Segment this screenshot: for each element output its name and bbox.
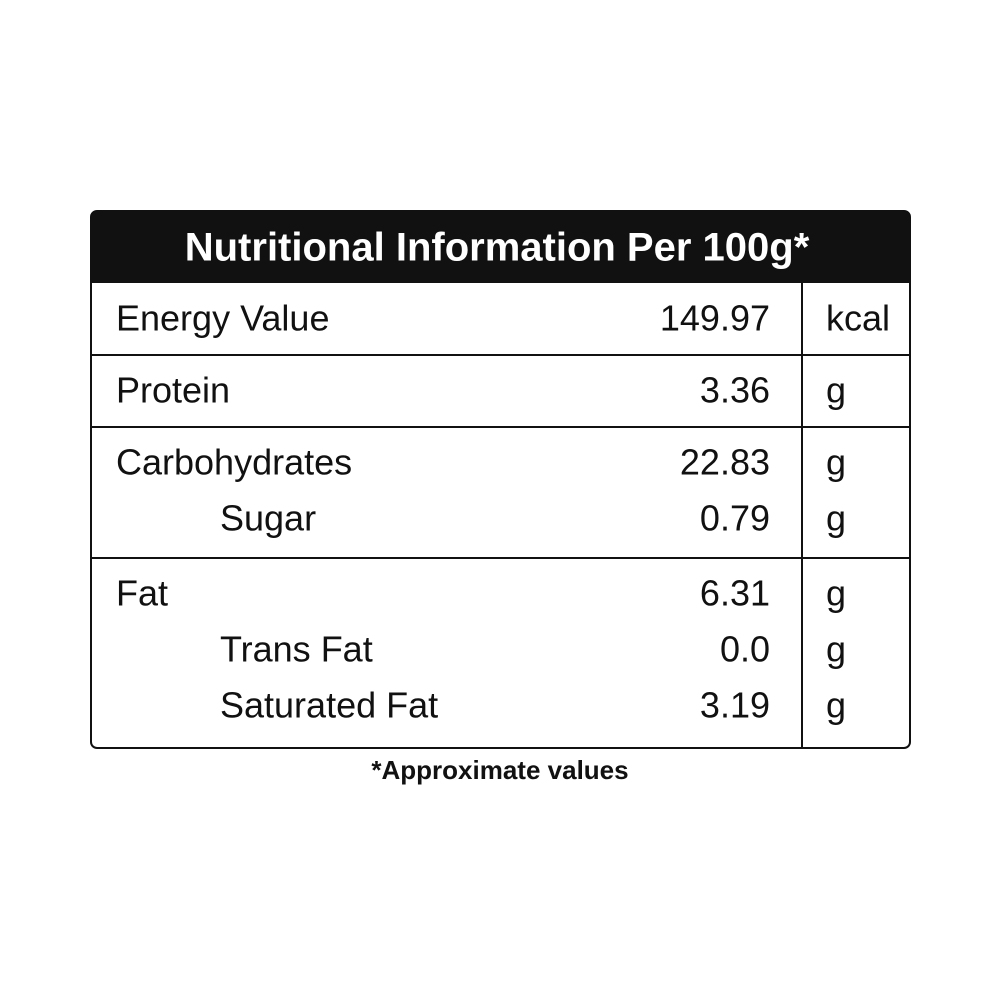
nutrient-value: 0.0 xyxy=(720,629,770,670)
nutrient-label: Carbohydrates xyxy=(116,442,352,483)
table-title: Nutritional Information Per 100g* xyxy=(185,226,810,270)
nutrient-unit: g xyxy=(826,685,846,726)
nutrient-unit: g xyxy=(826,442,846,483)
nutrient-value: 0.79 xyxy=(700,498,770,539)
nutrient-unit: g xyxy=(826,629,846,670)
nutrient-label: Fat xyxy=(116,573,168,614)
nutrient-unit: g xyxy=(826,370,846,411)
nutrient-value: 3.36 xyxy=(700,370,770,411)
footnote: *Approximate values xyxy=(371,755,628,785)
nutrient-label: Energy Value xyxy=(116,298,329,339)
nutrient-label: Sugar xyxy=(220,498,316,539)
nutrient-value: 149.97 xyxy=(660,298,770,339)
nutrient-label: Trans Fat xyxy=(220,629,373,670)
nutrient-label: Protein xyxy=(116,370,230,411)
nutrient-unit: kcal xyxy=(826,298,890,339)
nutrient-unit: g xyxy=(826,573,846,614)
nutrient-value: 22.83 xyxy=(680,442,770,483)
nutrient-unit: g xyxy=(826,498,846,539)
nutrient-label: Saturated Fat xyxy=(220,685,438,726)
header-band xyxy=(91,211,910,283)
nutrient-value: 3.19 xyxy=(700,685,770,726)
nutrient-value: 6.31 xyxy=(700,573,770,614)
